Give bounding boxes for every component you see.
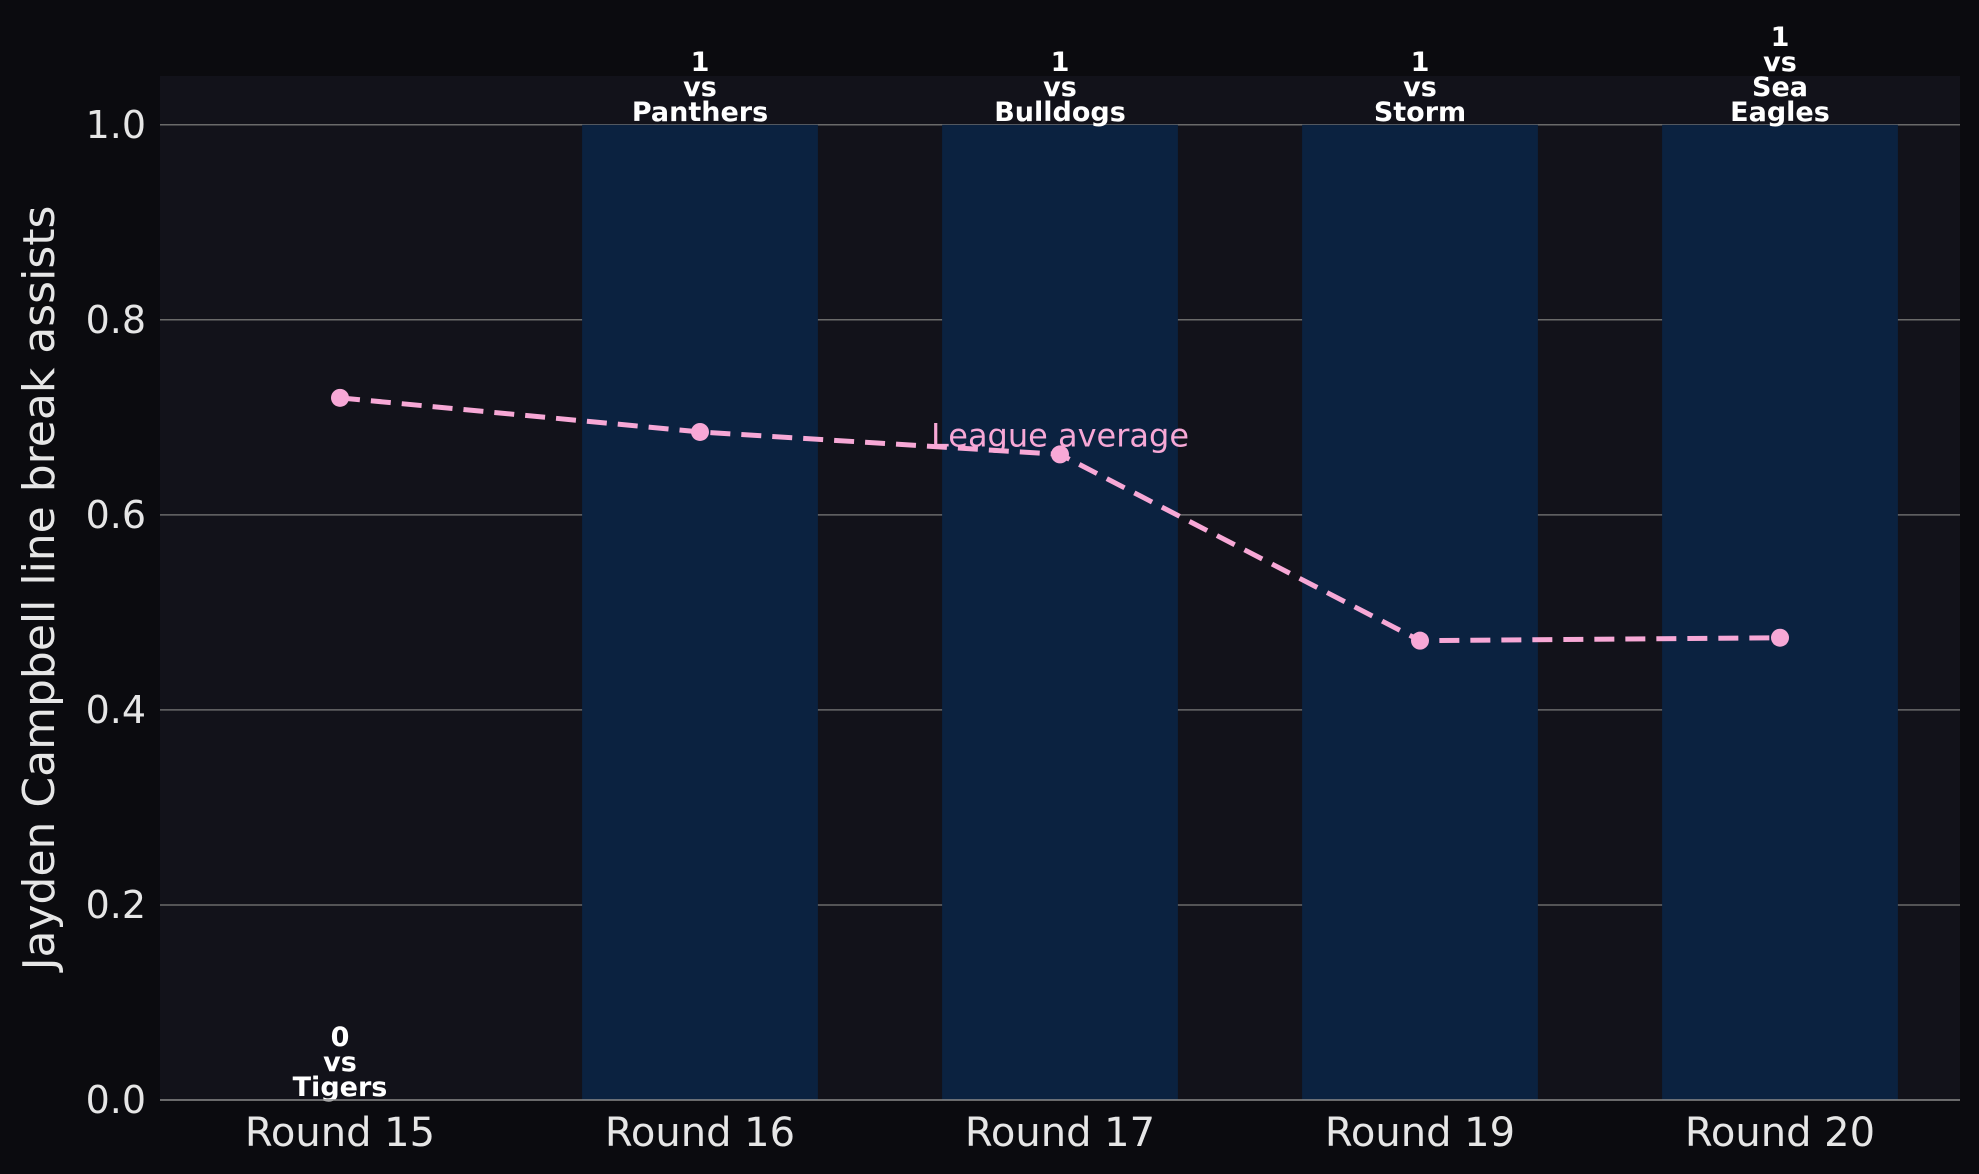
bars [582, 124, 1898, 1100]
x-tick-label: Round 15 [245, 1110, 435, 1156]
bar-value-label: 1 [691, 47, 710, 78]
bar-value-label: vs [1763, 47, 1797, 78]
bar-labels: 0vsTigers1vsPanthers1vsBulldogs1vsStorm1… [293, 22, 1830, 1103]
bar-value-label: vs [1403, 72, 1437, 103]
bar-value-label: vs [683, 72, 717, 103]
bar-value-label: 1 [1051, 47, 1070, 78]
y-tick-label: 0.2 [86, 883, 146, 927]
league-average-point [1051, 445, 1069, 464]
x-tick-label: Round 19 [1325, 1110, 1515, 1156]
bar-value-label: Sea [1752, 72, 1808, 103]
bar-value-label: Panthers [632, 97, 768, 128]
y-tick-label: 1.0 [86, 103, 146, 147]
bar-value-label: Tigers [293, 1072, 388, 1103]
bar-value-label: 1 [1411, 47, 1430, 78]
x-tick-label: Round 16 [605, 1110, 795, 1156]
bar-value-label: 0 [331, 1022, 350, 1053]
axes: 0.0 0.2 0.4 0.6 0.8 1.0 Round 15 Round 16 Round … [86, 103, 1960, 1156]
bar [582, 124, 818, 1100]
bar [1662, 124, 1898, 1100]
x-tick-label: Round 17 [965, 1110, 1155, 1156]
x-tick-label: Round 20 [1685, 1110, 1875, 1156]
y-tick-label: 0.4 [86, 688, 146, 732]
bar [1302, 124, 1538, 1100]
league-average-line: League average [331, 388, 1789, 650]
bar-value-label: vs [1043, 72, 1077, 103]
league-average-point [1771, 628, 1789, 647]
bar-value-label: Bulldogs [994, 97, 1126, 128]
bar-value-label: Eagles [1730, 97, 1830, 128]
bar [942, 124, 1178, 1100]
bar-value-label: Storm [1374, 97, 1466, 128]
y-axis-label: Jayden Campbell line break assists [14, 206, 65, 974]
league-average-point [331, 388, 349, 407]
y-tick-label: 0.8 [86, 298, 146, 342]
league-average-label: League average [931, 416, 1189, 454]
bar-value-label: vs [323, 1047, 357, 1078]
bar-value-label: 1 [1771, 22, 1790, 53]
y-tick-label: 0.6 [86, 493, 146, 537]
y-tick-label: 0.0 [86, 1078, 146, 1122]
league-average-point [1411, 631, 1429, 650]
league-average-point [691, 422, 709, 441]
